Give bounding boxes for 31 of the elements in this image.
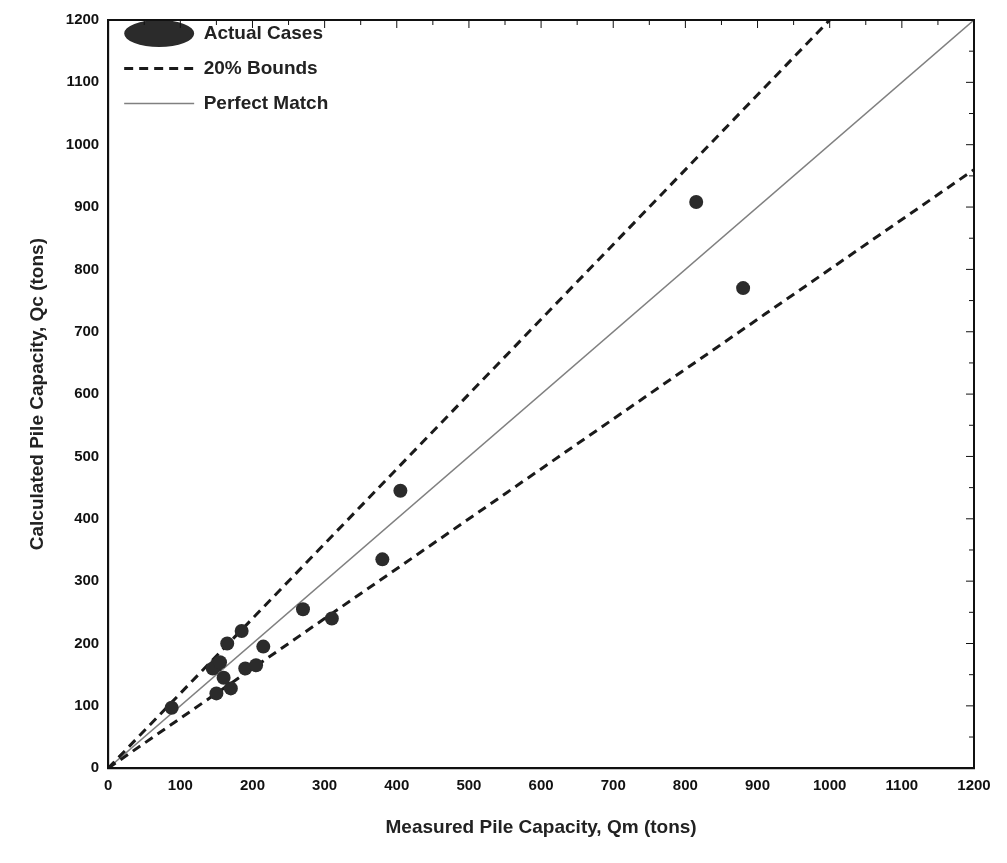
y-tick-label: 1000 bbox=[65, 134, 100, 152]
legend-label: Actual Cases bbox=[203, 21, 324, 43]
x-tick-label: 300 bbox=[312, 776, 338, 794]
x-tick-label: 400 bbox=[384, 776, 410, 794]
y-axis-title: Calculated Pile Capacity, Qc (tons) bbox=[25, 238, 47, 551]
legend-label: Perfect Match bbox=[203, 91, 329, 113]
x-tick-label: 1100 bbox=[885, 776, 919, 794]
x-axis-title: Measured Pile Capacity, Qm (tons) bbox=[385, 815, 697, 837]
legend-label: 20% Bounds bbox=[203, 56, 318, 78]
y-tick-label: 800 bbox=[74, 259, 100, 277]
x-tick-label: 500 bbox=[456, 776, 482, 794]
y-tick-label: 500 bbox=[74, 446, 100, 464]
y-tick-label: 100 bbox=[74, 695, 100, 713]
y-tick-label: 600 bbox=[74, 384, 100, 402]
x-tick-label: 1200 bbox=[957, 776, 991, 794]
y-tick-label: 0 bbox=[90, 758, 100, 776]
x-tick-label: 1000 bbox=[813, 776, 847, 794]
x-tick-label: 900 bbox=[745, 776, 771, 794]
y-tick-label: 200 bbox=[74, 633, 100, 651]
y-tick-label: 900 bbox=[74, 197, 100, 215]
x-tick-label: 700 bbox=[600, 776, 626, 794]
y-tick-label: 700 bbox=[74, 321, 100, 339]
x-tick-label: 800 bbox=[672, 776, 698, 794]
y-tick-label: 300 bbox=[74, 571, 100, 589]
x-tick-label: 100 bbox=[167, 776, 193, 794]
x-tick-label: 600 bbox=[528, 776, 554, 794]
y-tick-label: 400 bbox=[74, 508, 100, 526]
x-tick-label: 0 bbox=[104, 776, 113, 794]
y-tick-label: 1200 bbox=[65, 10, 100, 28]
x-tick-label: 200 bbox=[239, 776, 265, 794]
y-tick-label: 1100 bbox=[66, 72, 100, 90]
